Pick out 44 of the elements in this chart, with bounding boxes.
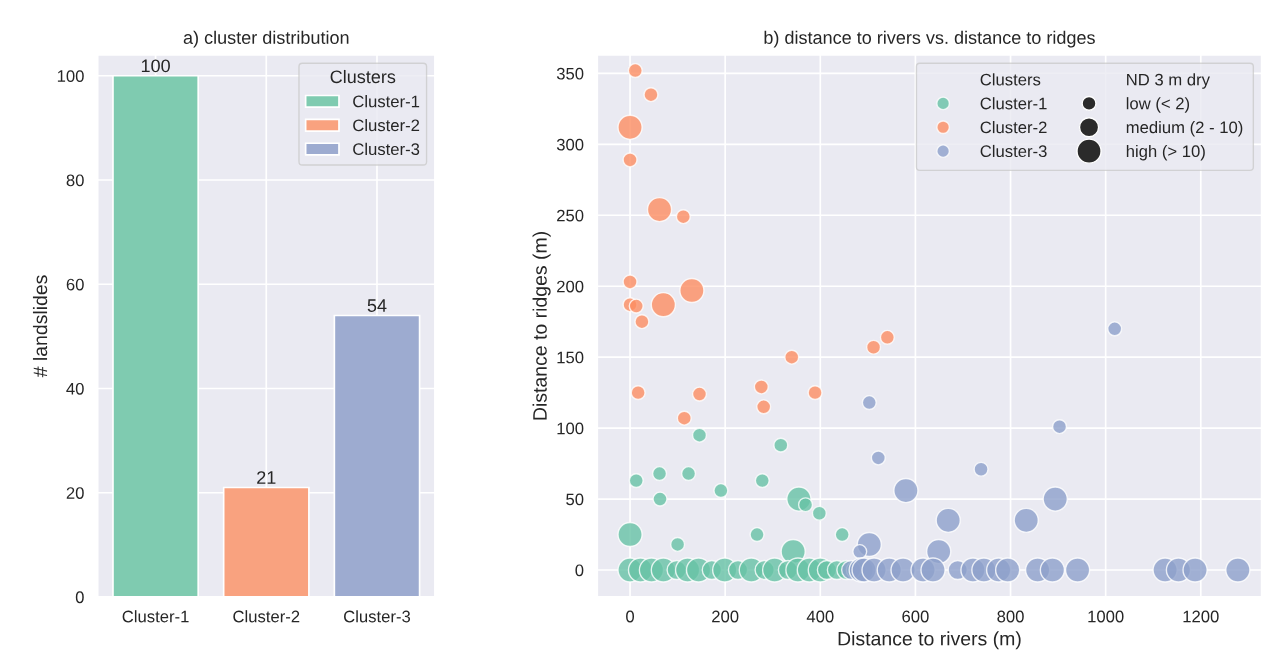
data-label: 54 [367,299,387,312]
legend-label: Cluster-2 [353,118,420,132]
annotation: ND 3 m dry [1127,73,1210,89]
y-tick-label: 60 [66,278,84,291]
y-tick-label: 250 [557,209,584,222]
legend-label: Cluster-3 [980,144,1047,158]
y-tick-label: 80 [66,174,84,187]
x-axis-title: Distance to rivers (m) [838,631,1021,650]
legend-label: low (< 2) [1126,97,1190,113]
legend-label: Cluster-1 [353,95,420,108]
legend-label: high (> 10) [1126,144,1205,161]
x-tick-label: 200 [712,610,739,623]
x-tick-label: Cluster-1 [122,610,189,623]
data-label: 21 [257,471,276,484]
y-tick-label: 20 [66,487,84,499]
chart-title: a) cluster distribution [183,30,349,48]
chart-title: b) distance to rivers vs. distance to ridges [764,30,1095,48]
x-tick-label: 800 [997,610,1024,623]
legend-label: medium (2 - 10) [1126,121,1243,137]
legend-label: Cluster-3 [353,142,420,156]
x-tick-label: 600 [902,610,929,623]
y-tick-label: 200 [557,280,584,293]
y-axis-title: # landslides [32,275,48,378]
y-tick-label: 100 [557,422,584,435]
data-label: 100 [141,59,170,73]
legend-label: Cluster-1 [980,97,1047,110]
y-tick-label: 0 [75,591,84,604]
x-tick-label: 1200 [1183,610,1219,623]
y-axis-title: Distance to ridges (m) [532,232,551,420]
legend-label: Cluster-2 [980,121,1047,134]
y-tick-label: 50 [566,493,584,506]
x-tick-label: 400 [806,610,834,623]
legend-title: Clusters [330,69,396,84]
x-tick-label: Cluster-3 [344,610,411,623]
x-tick-label: Cluster-2 [233,610,300,623]
x-tick-label: 0 [626,610,635,623]
y-tick-label: 0 [575,564,584,577]
x-tick-label: 1000 [1088,610,1124,623]
y-tick-label: 40 [66,382,84,395]
y-tick-label: 100 [57,70,84,82]
legend-title: Clusters [980,73,1041,86]
y-tick-label: 300 [556,138,584,151]
y-tick-label: 350 [556,67,584,80]
y-tick-label: 150 [557,351,584,364]
